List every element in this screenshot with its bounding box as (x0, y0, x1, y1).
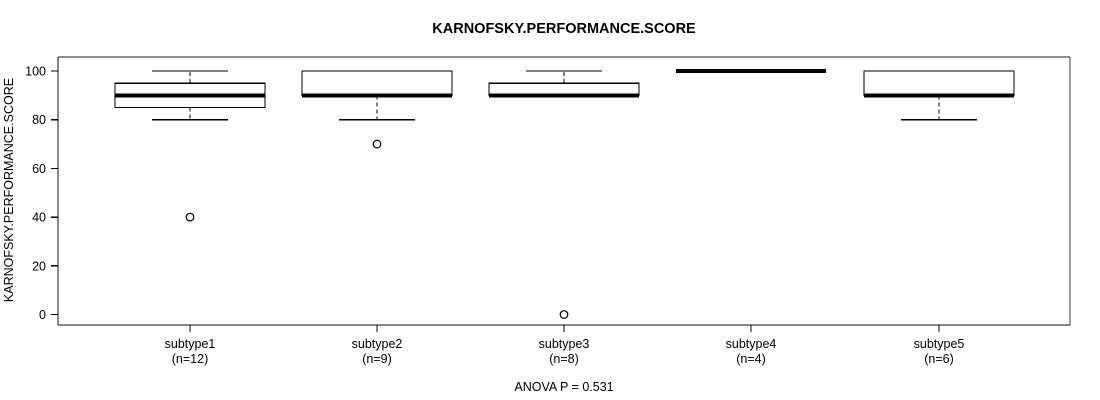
outlier-subtype3-0 (559, 310, 569, 319)
x-tick-sublabel-subtype4: (n=4) (736, 352, 766, 366)
chart-title: KARNOFSKY.PERFORMANCE.SCORE (432, 21, 696, 37)
y-tick-label-20: 20 (32, 259, 46, 273)
anova-note: ANOVA P = 0.531 (514, 380, 613, 394)
box-subtype5 (863, 70, 1015, 97)
x-tick-label-subtype2: subtype2 (352, 337, 403, 351)
y-axis-label: KARNOFSKY.PERFORMANCE.SCORE (2, 78, 16, 302)
x-tick-label-subtype5: subtype5 (914, 337, 965, 351)
x-tick-label-subtype1: subtype1 (165, 337, 216, 351)
plot-elements: 0 20 40 60 80 100 subtype1(n=12) subtype2(n=9) s… (25, 56, 1071, 366)
y-tick-label-100: 100 (25, 65, 46, 79)
x-tick-sublabel-subtype1: (n=12) (172, 352, 208, 366)
x-tick-sublabel-subtype5: (n=6) (924, 352, 954, 366)
x-tick-label-subtype4: subtype4 (726, 337, 777, 351)
x-tick-sublabel-subtype2: (n=9) (362, 352, 392, 366)
y-tick-label-80: 80 (32, 113, 46, 127)
outlier-subtype2-70 (372, 139, 382, 149)
outlier-subtype1-40 (185, 212, 195, 222)
y-tick-label-60: 60 (32, 162, 46, 176)
x-tick-label-subtype3: subtype3 (539, 337, 590, 351)
box-subtype2 (301, 70, 453, 97)
y-tick-label-40: 40 (32, 211, 46, 225)
y-tick-label-0: 0 (39, 308, 46, 322)
x-tick-sublabel-subtype3: (n=8) (549, 352, 579, 366)
